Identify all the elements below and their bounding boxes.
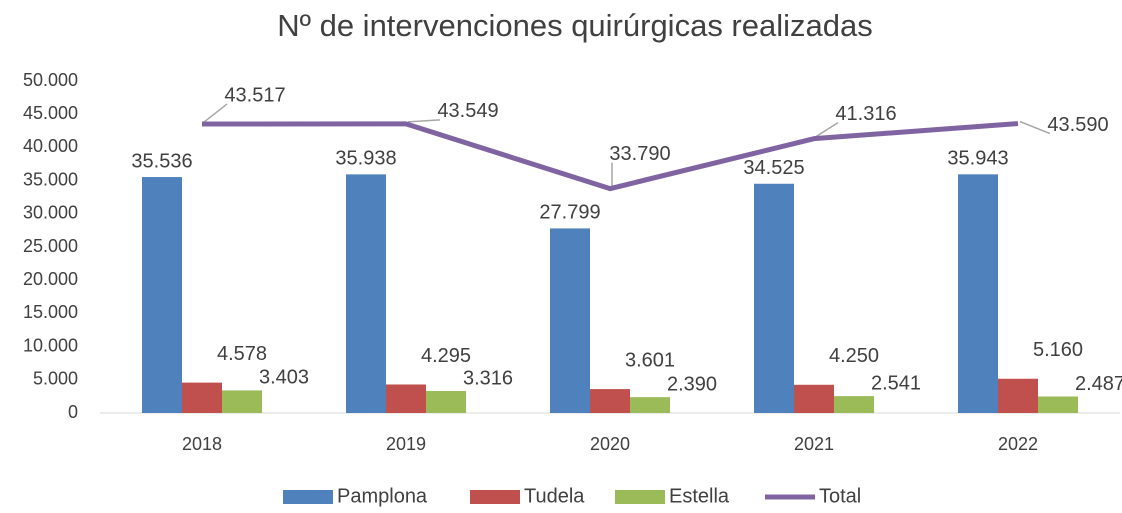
- data-label: 34.525: [743, 157, 804, 179]
- legend-label: Estella: [669, 485, 730, 507]
- data-label: 33.790: [609, 143, 670, 165]
- bar: [222, 390, 262, 413]
- data-label: 2.390: [667, 373, 717, 395]
- bar: [834, 396, 874, 413]
- data-label: 2.487: [1075, 373, 1122, 395]
- x-tick-label: 2019: [386, 434, 426, 454]
- bar: [346, 174, 386, 413]
- y-tick-label: 20.000: [23, 269, 78, 289]
- data-label: 43.549: [437, 100, 498, 122]
- data-label: 4.578: [217, 343, 267, 365]
- y-tick-label: 40.000: [23, 136, 78, 156]
- legend-swatch: [470, 490, 520, 504]
- leader-line: [203, 103, 228, 123]
- chart-title: Nº de intervenciones quirúrgicas realiza…: [277, 8, 872, 43]
- x-tick-label: 2022: [998, 434, 1038, 454]
- y-tick-label: 15.000: [23, 302, 78, 322]
- data-label: 4.295: [421, 345, 471, 367]
- bar: [426, 390, 466, 413]
- bar: [386, 384, 426, 413]
- legend-swatch: [283, 490, 333, 504]
- bar: [958, 174, 998, 413]
- leader-line: [1019, 120, 1051, 135]
- legend-swatch: [615, 490, 665, 504]
- leader-line: [407, 119, 441, 123]
- bar: [1038, 396, 1078, 413]
- data-label: 35.943: [947, 148, 1008, 170]
- data-label: 41.316: [835, 103, 896, 125]
- line: [201, 121, 1019, 192]
- y-tick-label: 5.000: [33, 369, 78, 389]
- y-tick-label: 0: [68, 402, 78, 422]
- x-tick-label: 2020: [590, 434, 630, 454]
- data-label: 3.316: [463, 367, 513, 389]
- x-tick-label: 2021: [794, 434, 834, 454]
- data-label: 27.799: [539, 202, 600, 224]
- bar: [794, 384, 834, 413]
- y-tick-label: 50.000: [23, 70, 78, 90]
- leader-line: [815, 122, 839, 138]
- data-label: 4.250: [829, 345, 879, 367]
- y-tick-label: 30.000: [23, 203, 78, 223]
- y-tick-label: 45.000: [23, 103, 78, 123]
- bar: [630, 397, 670, 413]
- legend-label: Tudela: [524, 485, 585, 507]
- x-tick-label: 2018: [182, 434, 222, 454]
- data-label: 35.938: [335, 148, 396, 170]
- bar: [754, 183, 794, 413]
- data-label: 35.536: [131, 150, 192, 172]
- legend-label: Total: [819, 485, 861, 507]
- data-label: 3.601: [625, 349, 675, 371]
- y-tick-label: 35.000: [23, 169, 78, 189]
- bar: [590, 389, 630, 413]
- data-label: 2.541: [871, 372, 921, 394]
- legend-label: Pamplona: [337, 485, 428, 507]
- y-tick-label: 25.000: [23, 236, 78, 256]
- data-label: 5.160: [1033, 339, 1083, 361]
- data-label: 43.590: [1047, 114, 1108, 136]
- bar: [998, 378, 1038, 413]
- y-tick-label: 10.000: [23, 335, 78, 355]
- bar: [182, 382, 222, 413]
- data-label: 3.403: [259, 367, 309, 389]
- bar: [142, 177, 182, 413]
- bar: [550, 228, 590, 413]
- data-label: 43.517: [224, 84, 285, 106]
